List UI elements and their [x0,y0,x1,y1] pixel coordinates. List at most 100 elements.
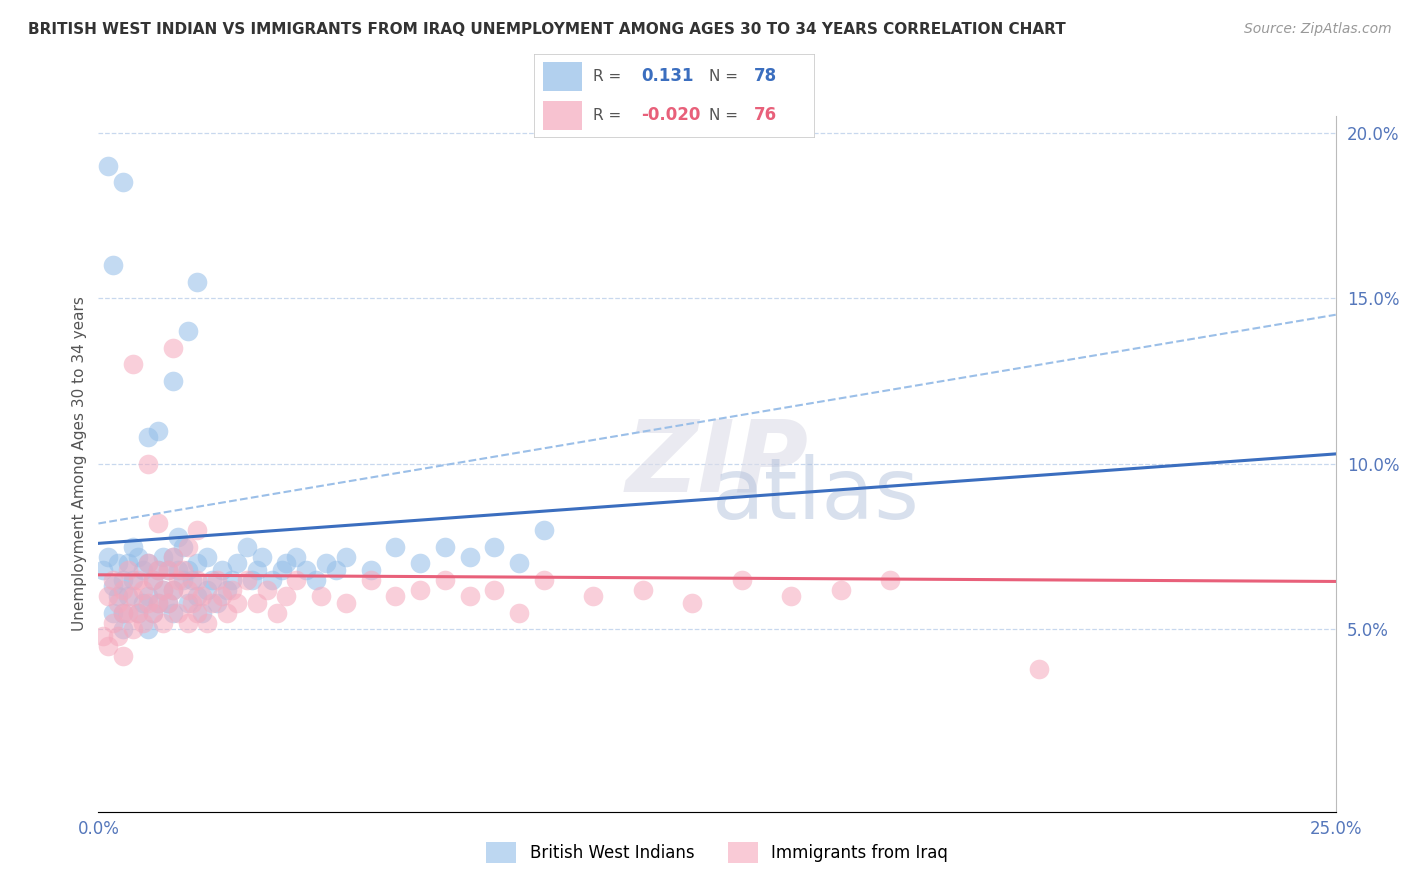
Point [309,590,332,604]
Point [236,573,259,587]
Point [276,590,298,604]
Point [211,590,233,604]
Point [205,596,228,610]
Point [433,540,456,554]
Point [132,563,155,577]
Point [152,549,174,564]
Point [191,606,214,620]
Text: N =: N = [709,69,738,84]
Point [217,582,239,597]
Point [186,556,208,570]
Point [117,590,139,604]
Point [93,629,115,643]
FancyBboxPatch shape [534,54,815,138]
Point [631,582,654,597]
Point [132,615,155,630]
Point [122,540,145,554]
Point [176,596,198,610]
Text: 78: 78 [754,68,776,86]
Y-axis label: Unemployment Among Ages 30 to 34 years: Unemployment Among Ages 30 to 34 years [72,296,87,632]
Point [127,573,149,587]
Point [136,430,159,444]
Point [162,549,184,564]
Point [146,516,169,531]
Point [152,582,174,597]
Point [780,590,803,604]
Point [112,573,135,587]
Point [409,582,432,597]
Point [166,530,188,544]
Legend: British West Indians, Immigrants from Iraq: British West Indians, Immigrants from Ir… [479,836,955,870]
Point [508,606,530,620]
Point [186,590,208,604]
Point [186,606,208,620]
Point [246,563,269,577]
Point [1028,662,1050,676]
Point [276,556,298,570]
Point [172,540,194,554]
Point [176,324,198,338]
Point [166,563,188,577]
Point [112,175,135,189]
Point [136,556,159,570]
Text: N =: N = [709,108,738,123]
Point [146,563,169,577]
Point [103,606,125,620]
Point [186,275,208,289]
Point [335,549,357,564]
Point [103,573,125,587]
Point [191,590,214,604]
Point [146,563,169,577]
Point [240,573,263,587]
Point [122,590,145,604]
Point [176,582,198,597]
Point [103,258,125,272]
Text: Source: ZipAtlas.com: Source: ZipAtlas.com [1244,22,1392,37]
Point [156,596,179,610]
Point [256,582,278,597]
Point [136,596,159,610]
Point [221,582,243,597]
Point [484,582,506,597]
Point [879,573,901,587]
Point [107,556,129,570]
Point [195,582,218,597]
Point [162,341,184,355]
Text: ZIP: ZIP [626,416,808,512]
Point [325,563,347,577]
Point [195,549,218,564]
Point [152,615,174,630]
Point [97,549,120,564]
Point [103,615,125,630]
Point [246,596,269,610]
Text: BRITISH WEST INDIAN VS IMMIGRANTS FROM IRAQ UNEMPLOYMENT AMONG AGES 30 TO 34 YEA: BRITISH WEST INDIAN VS IMMIGRANTS FROM I… [28,22,1066,37]
Point [93,563,115,577]
Point [162,549,184,564]
Point [162,374,184,388]
Point [172,563,194,577]
Point [295,563,318,577]
Point [285,549,308,564]
Point [384,590,406,604]
Point [127,606,149,620]
Point [136,590,159,604]
Point [122,623,145,637]
Point [112,623,135,637]
Point [681,596,703,610]
Point [226,556,249,570]
Point [335,596,357,610]
Point [360,573,382,587]
Point [156,563,179,577]
Point [582,590,605,604]
Point [162,582,184,597]
Point [117,556,139,570]
Point [211,563,233,577]
Text: 0.131: 0.131 [641,68,693,86]
Point [305,573,328,587]
Point [112,648,135,663]
Point [384,540,406,554]
Point [166,606,188,620]
Point [830,582,852,597]
Point [201,573,224,587]
Point [221,573,243,587]
